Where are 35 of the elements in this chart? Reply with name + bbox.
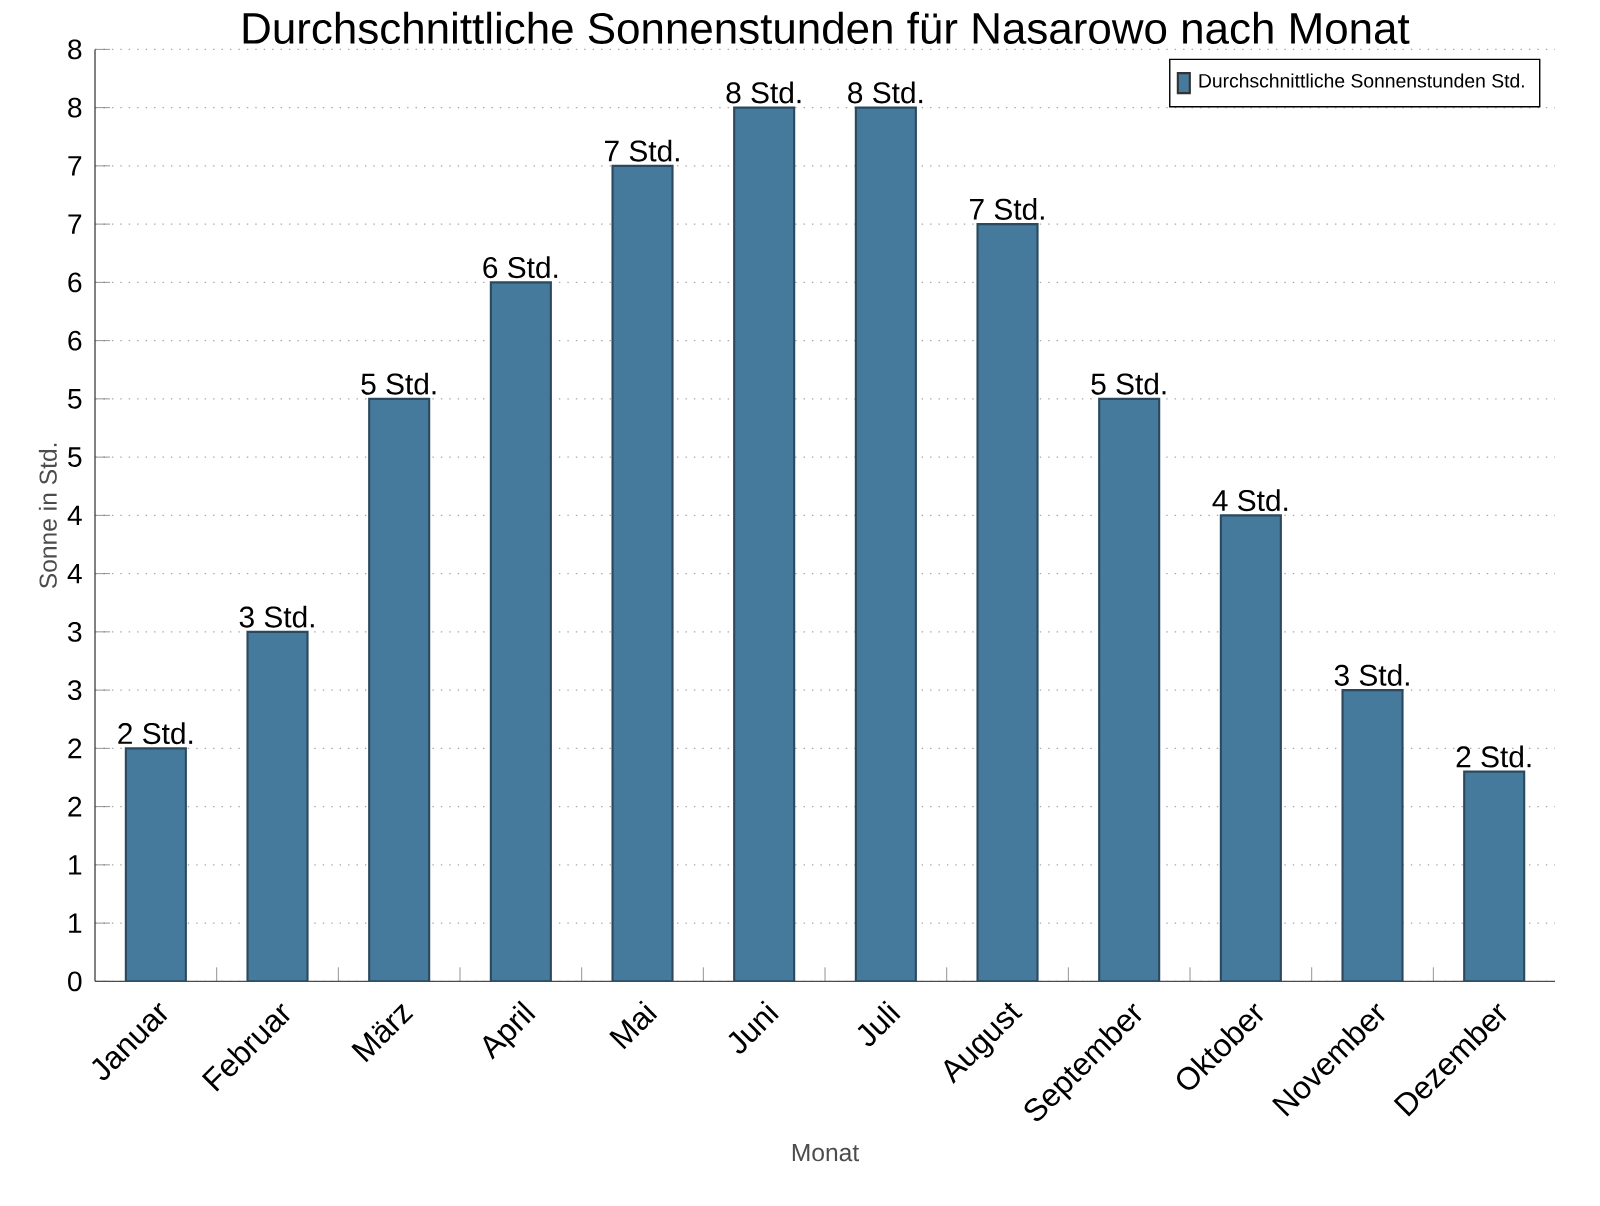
y-tick-label: 8 xyxy=(68,39,82,60)
data-label: 7 Std. xyxy=(970,197,1044,220)
data-label: 7 Std. xyxy=(605,139,679,162)
y-tick-label: 5 xyxy=(68,388,82,409)
y-tick-label: 4 xyxy=(67,563,82,584)
y-axis-title: Sonne in Std. xyxy=(38,443,57,588)
y-tick-label: 2 xyxy=(68,738,82,759)
data-label: 8 Std. xyxy=(848,81,923,104)
y-tick-label: 5 xyxy=(68,447,82,467)
data-label: 5 Std. xyxy=(361,372,436,395)
y-tick-label: 8 xyxy=(68,97,82,118)
y-tick-label: 6 xyxy=(68,330,82,351)
y-tick-label: 1 xyxy=(69,913,82,933)
y-tick-label: 6 xyxy=(68,272,82,293)
chart-title: Durchschnittliche Sonnenstunden für Nasarowo nach Monat xyxy=(243,11,1410,44)
y-tick-label: 0 xyxy=(68,971,82,992)
y-tick-label: 4 xyxy=(67,505,82,525)
y-tick-label: 1 xyxy=(69,855,82,875)
data-label: 3 Std. xyxy=(1334,663,1409,686)
y-tick-label: 3 xyxy=(68,621,82,642)
y-tick-label: 7 xyxy=(68,156,82,176)
legend-label: Durchschnittliche Sonnenstunden Std. xyxy=(1199,73,1524,88)
data-label: 8 Std. xyxy=(726,81,801,104)
data-label: 4 Std. xyxy=(1212,489,1288,511)
y-tick-label: 2 xyxy=(68,796,82,817)
y-tick-label: 3 xyxy=(68,680,82,700)
data-label: 5 Std. xyxy=(1091,372,1166,395)
data-label: 2 Std. xyxy=(1456,745,1531,768)
x-tick-label: Mai xyxy=(609,1000,658,1050)
x-axis-title: Monat xyxy=(792,1143,860,1162)
data-label: 3 Std. xyxy=(239,605,314,628)
y-tick-label: 7 xyxy=(68,214,82,234)
x-tick-label: Juli xyxy=(857,1000,901,1046)
data-label: 2 Std. xyxy=(118,722,193,744)
data-label: 6 Std. xyxy=(483,256,558,278)
